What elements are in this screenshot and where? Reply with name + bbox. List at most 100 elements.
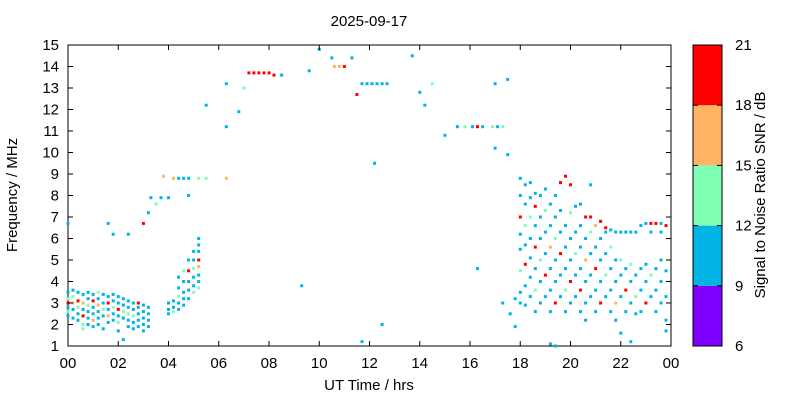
data-point [423, 103, 427, 107]
data-point [131, 327, 135, 331]
data-point [569, 237, 572, 240]
data-point [187, 269, 191, 273]
data-point [187, 280, 191, 283]
data-point [177, 301, 181, 305]
data-point [501, 301, 505, 305]
data-point [599, 280, 603, 283]
data-point [523, 202, 527, 206]
data-point [594, 267, 598, 271]
data-point [564, 310, 567, 314]
data-point [96, 297, 100, 301]
data-point [634, 273, 638, 277]
data-point [86, 316, 90, 320]
data-point [538, 280, 542, 283]
data-point [141, 221, 145, 225]
data-point [553, 280, 557, 283]
data-point [533, 267, 537, 271]
data-point [506, 77, 510, 81]
y-tick-label: 4 [51, 274, 59, 291]
data-point [192, 275, 196, 279]
data-point [91, 305, 95, 309]
data-point [116, 301, 120, 305]
data-point [146, 318, 150, 322]
data-point [543, 230, 547, 234]
data-point [594, 245, 598, 249]
colorbar-bin [693, 225, 722, 286]
data-point [538, 194, 542, 197]
colorbar-bin [693, 45, 722, 106]
data-point [418, 90, 422, 94]
data-point [149, 196, 153, 200]
data-point [121, 303, 125, 307]
plot-frame [67, 44, 672, 347]
data-point [564, 288, 567, 292]
data-point [614, 301, 618, 305]
data-point [569, 211, 572, 215]
data-point [523, 183, 527, 187]
data-point [126, 325, 130, 329]
y-tick-label: 8 [51, 188, 59, 205]
data-point [111, 299, 115, 303]
data-point [664, 295, 668, 299]
x-tick-label: 00 [60, 355, 77, 372]
data-point [66, 305, 70, 309]
data-point [197, 286, 201, 290]
data-point [538, 237, 542, 240]
data-point [455, 125, 459, 129]
x-tick-label: 22 [612, 355, 629, 372]
data-point [252, 71, 256, 75]
data-point [518, 194, 522, 197]
data-point [146, 211, 150, 215]
data-point [167, 196, 170, 200]
y-tick-label: 12 [42, 102, 59, 119]
data-point [574, 230, 577, 234]
data-point [579, 202, 582, 206]
data-point [224, 82, 228, 86]
x-axis-label: UT Time / hrs [324, 377, 414, 394]
data-point [481, 125, 485, 129]
data-point [609, 310, 613, 314]
data-point [579, 224, 582, 228]
data-point [624, 230, 628, 234]
data-point [342, 65, 346, 68]
data-point [237, 110, 241, 114]
data-point [513, 325, 517, 329]
data-point [192, 249, 196, 253]
data-point [649, 295, 653, 299]
data-point [533, 245, 537, 249]
data-point [141, 316, 145, 320]
data-point [614, 230, 618, 234]
colorbar: 6 9 12 15 18 21 [692, 37, 752, 355]
data-point [589, 183, 593, 187]
x-tick-label: 00 [663, 355, 680, 372]
data-point [574, 252, 577, 256]
data-point [508, 312, 512, 316]
data-point [385, 82, 389, 86]
data-point [197, 273, 201, 277]
data-point [644, 280, 648, 283]
data-point [614, 280, 618, 283]
data-point [649, 230, 653, 234]
data-point [131, 301, 135, 305]
data-point [624, 310, 628, 314]
data-point [182, 269, 186, 273]
colorbar-bin [693, 285, 722, 346]
data-point [111, 232, 115, 236]
data-point [589, 230, 593, 234]
data-point [634, 230, 638, 234]
y-tick-label: 6 [51, 231, 59, 248]
data-point [172, 305, 175, 309]
colorbar-tick-label: 6 [735, 338, 743, 355]
data-point [589, 215, 593, 219]
data-point [162, 174, 165, 178]
data-point [654, 310, 658, 314]
data-point [300, 284, 304, 288]
data-point [66, 310, 70, 314]
x-tick-label: 06 [210, 355, 227, 372]
data-point [543, 187, 547, 191]
data-point [599, 237, 603, 240]
data-point [564, 224, 567, 228]
data-point [81, 307, 85, 311]
data-point [609, 267, 613, 271]
